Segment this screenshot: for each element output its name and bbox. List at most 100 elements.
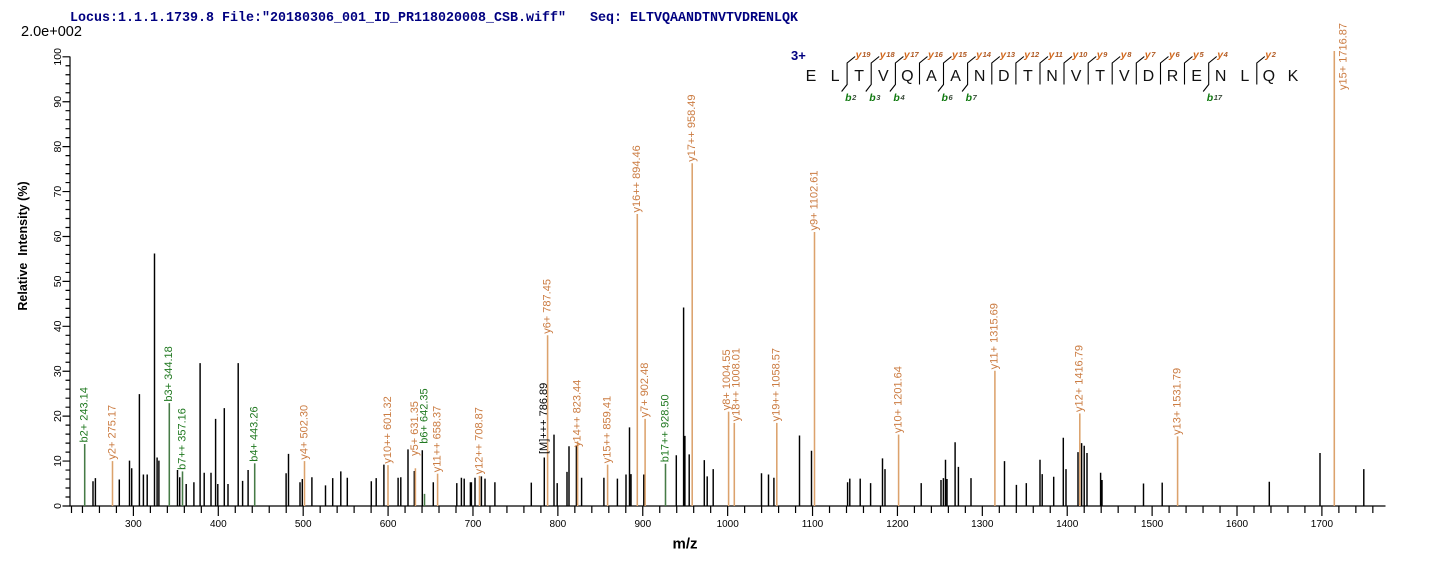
svg-text:y 5: y 5 [1192, 49, 1204, 61]
svg-text:m/z: m/z [672, 536, 697, 553]
svg-text:y6+ 787.45: y6+ 787.45 [541, 279, 553, 334]
svg-text:100: 100 [52, 48, 64, 66]
svg-text:y 18: y 18 [879, 49, 896, 61]
svg-text:y11++ 658.37: y11++ 658.37 [431, 406, 443, 472]
svg-text:30: 30 [52, 365, 64, 377]
svg-text:1500: 1500 [1141, 519, 1164, 530]
svg-text:1400: 1400 [1056, 519, 1079, 530]
svg-text:y 10: y 10 [1072, 49, 1089, 61]
svg-text:K: K [1288, 68, 1299, 85]
svg-text:Relative Intensity (%): Relative Intensity (%) [16, 181, 30, 310]
svg-text:y 17: y 17 [903, 49, 920, 61]
svg-text:700: 700 [465, 519, 482, 530]
svg-text:900: 900 [634, 519, 651, 530]
svg-text:y15+ 1716.87: y15+ 1716.87 [1338, 23, 1350, 90]
svg-text:b 2: b 2 [845, 92, 857, 104]
svg-text:y11+ 1315.69: y11+ 1315.69 [989, 303, 1001, 369]
svg-text:y 4: y 4 [1216, 49, 1228, 61]
svg-text:y13+ 1531.79: y13+ 1531.79 [1171, 368, 1183, 435]
svg-text:y 19: y 19 [855, 49, 872, 61]
svg-text:y12+ 1416.79: y12+ 1416.79 [1074, 345, 1086, 412]
svg-text:y4+ 502.30: y4+ 502.30 [298, 405, 310, 460]
svg-text:50: 50 [52, 275, 64, 287]
svg-text:y10++ 601.32: y10++ 601.32 [382, 396, 394, 463]
svg-text:b 3: b 3 [869, 92, 881, 104]
svg-text:L: L [831, 68, 840, 85]
svg-text:T: T [1023, 68, 1033, 85]
svg-text:b3+ 344.18: b3+ 344.18 [163, 346, 175, 401]
svg-text:V: V [1119, 68, 1130, 85]
svg-text:E: E [1191, 68, 1202, 85]
svg-text:V: V [1071, 68, 1082, 85]
svg-text:b 6: b 6 [942, 92, 954, 104]
svg-text:400: 400 [210, 519, 227, 530]
svg-text:Q: Q [901, 68, 913, 85]
svg-text:y10+ 1201.64: y10+ 1201.64 [892, 366, 904, 433]
svg-text:Locus:1.1.1.1739.8 File:"20180: Locus:1.1.1.1739.8 File:"20180306_001_ID… [70, 11, 799, 26]
svg-text:A: A [926, 68, 937, 85]
svg-text:80: 80 [52, 141, 64, 153]
svg-text:y2+ 275.17: y2+ 275.17 [106, 405, 118, 460]
svg-text:y15++ 859.41: y15++ 859.41 [601, 396, 613, 463]
svg-text:1600: 1600 [1226, 519, 1249, 530]
svg-text:D: D [998, 68, 1010, 85]
svg-text:1200: 1200 [886, 519, 909, 530]
svg-text:y9+ 1102.61: y9+ 1102.61 [808, 170, 820, 230]
svg-text:b 17: b 17 [1207, 92, 1223, 104]
svg-text:N: N [1215, 68, 1227, 85]
svg-text:y17++ 958.49: y17++ 958.49 [686, 95, 698, 162]
svg-text:y12++ 708.87: y12++ 708.87 [473, 407, 485, 474]
svg-text:y19++ 1058.57: y19++ 1058.57 [771, 348, 783, 421]
svg-text:70: 70 [52, 186, 64, 198]
svg-text:800: 800 [550, 519, 567, 530]
svg-text:b6+ 642.35: b6+ 642.35 [418, 388, 430, 443]
svg-text:y16++ 894.46: y16++ 894.46 [631, 145, 643, 212]
svg-text:Q: Q [1263, 68, 1275, 85]
svg-text:y 6: y 6 [1168, 49, 1180, 61]
svg-text:y 13: y 13 [999, 49, 1016, 61]
svg-text:y 2: y 2 [1264, 49, 1276, 61]
svg-text:N: N [1046, 68, 1058, 85]
svg-text:D: D [1143, 68, 1155, 85]
svg-text:T: T [854, 68, 864, 85]
svg-text:[M]+++ 786.89: [M]+++ 786.89 [538, 383, 550, 454]
svg-text:y 7: y 7 [1144, 49, 1156, 61]
svg-text:40: 40 [52, 320, 64, 332]
svg-text:10: 10 [52, 455, 64, 467]
svg-text:1700: 1700 [1311, 519, 1334, 530]
svg-text:1100: 1100 [802, 519, 824, 530]
svg-text:N: N [974, 68, 986, 85]
svg-text:b4+ 443.26: b4+ 443.26 [249, 406, 261, 461]
svg-text:2.0e+002: 2.0e+002 [21, 24, 82, 40]
svg-text:R: R [1167, 68, 1179, 85]
svg-text:60: 60 [52, 230, 64, 242]
svg-text:1300: 1300 [971, 519, 994, 530]
svg-text:90: 90 [52, 96, 64, 108]
svg-text:E: E [806, 68, 817, 85]
svg-text:b2+ 243.14: b2+ 243.14 [79, 387, 91, 442]
svg-text:500: 500 [295, 519, 312, 530]
svg-text:y7+ 902.48: y7+ 902.48 [639, 363, 651, 418]
svg-text:b 4: b 4 [893, 92, 905, 104]
svg-text:A: A [950, 68, 961, 85]
svg-text:y5+ 631.35: y5+ 631.35 [409, 401, 421, 456]
svg-text:1000: 1000 [717, 519, 740, 530]
svg-text:300: 300 [125, 519, 142, 530]
svg-text:y14++ 823.44: y14++ 823.44 [571, 380, 583, 447]
svg-text:b17++ 928.50: b17++ 928.50 [659, 394, 671, 462]
svg-text:b 7: b 7 [966, 92, 978, 104]
svg-text:20: 20 [52, 410, 64, 422]
svg-text:y 12: y 12 [1023, 49, 1040, 61]
svg-text:y 16: y 16 [927, 49, 944, 61]
svg-text:y 8: y 8 [1120, 49, 1132, 61]
svg-text:V: V [878, 68, 889, 85]
svg-text:y 14: y 14 [975, 49, 992, 61]
svg-text:T: T [1095, 68, 1105, 85]
svg-text:600: 600 [380, 519, 397, 530]
svg-text:0: 0 [52, 503, 64, 509]
svg-text:y8+ 1004.55: y8+ 1004.55 [721, 349, 733, 410]
svg-text:3+: 3+ [791, 48, 806, 63]
svg-text:y18++ 1008.01: y18++ 1008.01 [731, 348, 743, 421]
svg-text:y 11: y 11 [1048, 49, 1063, 61]
svg-text:y 9: y 9 [1096, 49, 1108, 61]
